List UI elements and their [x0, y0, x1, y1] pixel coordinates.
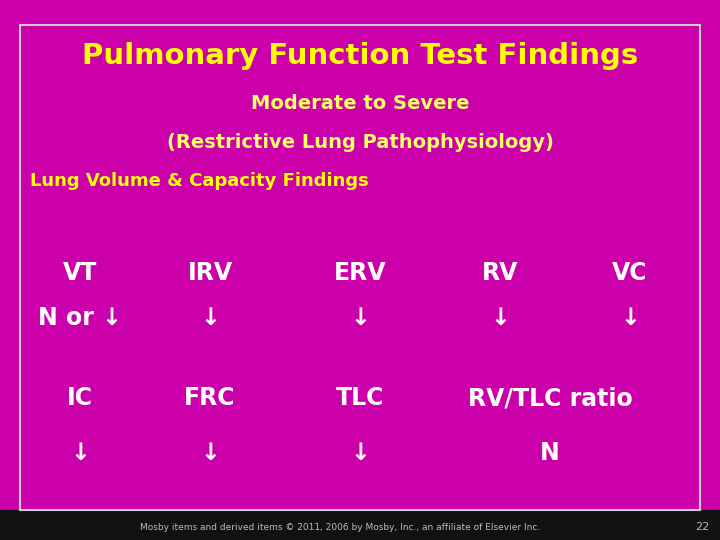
Text: VC: VC	[612, 261, 648, 285]
Text: RV/TLC ratio: RV/TLC ratio	[467, 386, 632, 410]
Text: ↓: ↓	[350, 441, 370, 465]
Text: (Restrictive Lung Pathophysiology): (Restrictive Lung Pathophysiology)	[166, 133, 554, 152]
Text: ↓: ↓	[200, 306, 220, 330]
Text: ↓: ↓	[620, 306, 640, 330]
Text: VT: VT	[63, 261, 97, 285]
Bar	[0, 510, 720, 540]
Text: N: N	[540, 441, 560, 465]
Text: Pulmonary Function Test Findings: Pulmonary Function Test Findings	[82, 42, 638, 70]
Text: ↓: ↓	[350, 306, 370, 330]
Text: Lung Volume & Capacity Findings: Lung Volume & Capacity Findings	[30, 172, 369, 191]
Text: RV: RV	[482, 261, 518, 285]
Bar	[20, 25, 700, 510]
Text: 22: 22	[695, 522, 709, 532]
Text: N or ↓: N or ↓	[38, 306, 122, 330]
Text: Moderate to Severe: Moderate to Severe	[251, 94, 469, 113]
Text: IC: IC	[67, 386, 93, 410]
Text: TLC: TLC	[336, 386, 384, 410]
Text: ↓: ↓	[490, 306, 510, 330]
Text: Mosby items and derived items © 2011, 2006 by Mosby, Inc., an affiliate of Elsev: Mosby items and derived items © 2011, 20…	[140, 523, 540, 531]
Text: FRC: FRC	[184, 386, 235, 410]
Text: ↓: ↓	[70, 441, 90, 465]
Text: ERV: ERV	[334, 261, 386, 285]
Text: ↓: ↓	[200, 441, 220, 465]
Text: IRV: IRV	[187, 261, 233, 285]
